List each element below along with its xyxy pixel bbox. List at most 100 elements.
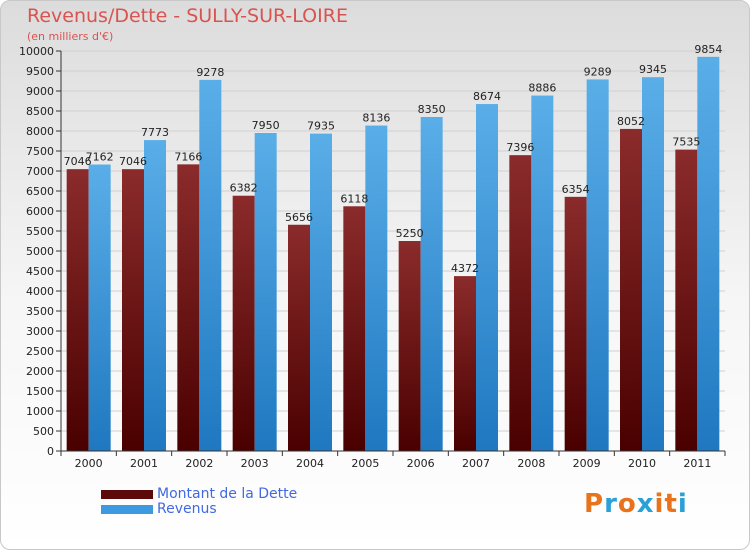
y-tick-label: 2500 xyxy=(26,345,54,358)
bar-revenus-2008 xyxy=(531,95,554,451)
logo-letter: o xyxy=(617,489,637,519)
y-tick-label: 2000 xyxy=(26,365,54,378)
value-label-revenus-2001: 7773 xyxy=(141,126,169,139)
y-tick-label: 7500 xyxy=(26,145,54,158)
y-tick-label: 7000 xyxy=(26,165,54,178)
value-label-dette-2008: 7396 xyxy=(506,141,534,154)
bar-revenus-2000 xyxy=(88,164,111,451)
value-label-revenus-2004: 7935 xyxy=(307,120,335,133)
y-tick-label: 3000 xyxy=(26,325,54,338)
y-tick-label: 4500 xyxy=(26,265,54,278)
x-tick-label: 2008 xyxy=(517,457,545,470)
y-tick-label: 10000 xyxy=(19,45,54,58)
y-tick-label: 500 xyxy=(33,425,54,438)
y-tick-label: 5000 xyxy=(26,245,54,258)
y-tick-label: 1000 xyxy=(26,405,54,418)
bar-revenus-2004 xyxy=(310,133,332,451)
x-tick-label: 2009 xyxy=(573,457,601,470)
bar-dette-2005 xyxy=(343,206,366,451)
value-label-dette-2002: 7166 xyxy=(174,150,202,163)
value-label-revenus-2000: 7162 xyxy=(86,151,114,164)
x-tick-label: 2000 xyxy=(75,457,103,470)
logo-letter: t xyxy=(664,489,678,519)
value-label-dette-2006: 5250 xyxy=(396,227,424,240)
axes: 0 500 1000 1500 2000 2500 3000 3500 4000 4500 5000… xyxy=(19,45,726,470)
y-tick-label: 8000 xyxy=(26,125,54,138)
value-label-revenus-2005: 8136 xyxy=(362,112,390,125)
value-label-revenus-2009: 9289 xyxy=(584,65,612,78)
bar-dette-2001 xyxy=(122,169,144,451)
logo-letter: i xyxy=(677,489,688,519)
legend-swatch-dette xyxy=(101,490,153,499)
value-label-revenus-2007: 8674 xyxy=(473,90,501,103)
logo-letter: r xyxy=(604,489,618,519)
y-tick-label: 1500 xyxy=(26,385,54,398)
y-tick-label: 4000 xyxy=(26,285,54,298)
logo-letter: P xyxy=(584,489,605,519)
y-tick-label: 0 xyxy=(47,445,54,458)
y-tick-label: 3500 xyxy=(26,305,54,318)
bar-revenus-2005 xyxy=(365,125,388,451)
bar-dette-2007 xyxy=(454,276,476,451)
bar-dette-2010 xyxy=(620,128,642,452)
bar-revenus-2007 xyxy=(476,104,498,451)
value-label-revenus-2010: 9345 xyxy=(639,63,667,76)
bar-revenus-2003 xyxy=(254,133,277,451)
legend-label-dette: Montant de la Dette xyxy=(157,486,298,502)
x-tick-label: 2005 xyxy=(351,457,379,470)
value-label-dette-2010: 8052 xyxy=(617,115,645,128)
bar-revenus-2002 xyxy=(199,79,222,451)
x-tick-label: 2011 xyxy=(683,457,711,470)
value-label-revenus-2011: 9854 xyxy=(694,43,722,56)
proxiti-logo: Proxiti xyxy=(584,489,688,519)
x-tick-label: 2004 xyxy=(296,457,324,470)
value-label-dette-2004: 5656 xyxy=(285,211,313,224)
legend-label-revenus: Revenus xyxy=(157,501,217,517)
x-tick-label: 2007 xyxy=(462,457,490,470)
value-label-dette-2009: 6354 xyxy=(562,183,590,196)
value-label-dette-2003: 6382 xyxy=(230,182,258,195)
x-tick-label: 2010 xyxy=(628,457,656,470)
bar-revenus-2011 xyxy=(697,56,720,452)
x-tick-label: 2003 xyxy=(241,457,269,470)
value-label-revenus-2006: 8350 xyxy=(418,103,446,116)
y-tick-label: 6000 xyxy=(26,205,54,218)
grid-lines xyxy=(61,50,725,452)
value-label-revenus-2003: 7950 xyxy=(252,119,280,132)
bar-revenus-2010 xyxy=(642,77,664,451)
logo-letter: i xyxy=(654,489,665,519)
value-label-dette-2011: 7535 xyxy=(672,136,700,149)
bar-dette-2000 xyxy=(66,169,89,451)
value-label-dette-2007: 4372 xyxy=(451,262,479,275)
bar-dette-2004 xyxy=(288,224,310,451)
x-tick-label: 2001 xyxy=(130,457,158,470)
bar-dette-2009 xyxy=(564,196,587,451)
y-tick-label: 8500 xyxy=(26,105,54,118)
bar-dette-2002 xyxy=(177,164,200,452)
bar-dette-2003 xyxy=(232,195,255,451)
bar-revenus-2001 xyxy=(144,140,166,451)
legend-swatch-revenus xyxy=(101,505,153,514)
value-label-dette-2005: 6118 xyxy=(340,192,368,205)
value-label-revenus-2008: 8886 xyxy=(528,82,556,95)
x-tick-label: 2002 xyxy=(185,457,213,470)
bar-revenus-2009 xyxy=(586,79,609,451)
y-tick-label: 6500 xyxy=(26,185,54,198)
logo-letter: x xyxy=(636,489,655,519)
bar-dette-2008 xyxy=(509,155,532,451)
bar-dette-2011 xyxy=(675,149,698,451)
value-label-dette-2000: 7046 xyxy=(64,155,92,168)
value-label-dette-2001: 7046 xyxy=(119,155,147,168)
y-tick-label: 9500 xyxy=(26,65,54,78)
bar-dette-2006 xyxy=(398,241,421,451)
x-tick-label: 2006 xyxy=(407,457,435,470)
chart-subtitle: (en milliers d'€) xyxy=(27,30,114,43)
bar-revenus-2006 xyxy=(420,117,443,451)
y-tick-label: 5500 xyxy=(26,225,54,238)
bars xyxy=(66,56,720,452)
y-tick-label: 9000 xyxy=(26,85,54,98)
value-label-revenus-2002: 9278 xyxy=(196,66,224,79)
